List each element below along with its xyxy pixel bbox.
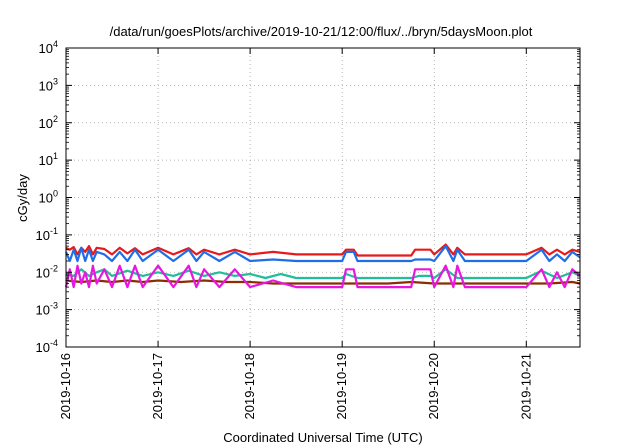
y-tick-label: 100 [39, 189, 58, 206]
y-tick-base: 10 [39, 116, 53, 131]
x-axis: 2019-10-16 2019-10-17 2019-10-18 2019-10-19… [58, 48, 533, 420]
y-tick-exponent: -2 [50, 263, 58, 273]
series-line-2 [64, 245, 581, 263]
y-tick-base: 10 [36, 303, 50, 318]
y-tick-exponent: 1 [53, 151, 58, 161]
y-tick-label: 104 [39, 39, 58, 56]
y-tick-label: 10-3 [36, 301, 58, 318]
y-tick-label: 10-1 [36, 226, 58, 243]
y-tick-exponent: -3 [50, 301, 58, 311]
x-tick-label: 2019-10-20 [426, 353, 441, 420]
chart-title: /data/run/goesPlots/archive/2019-10-21/1… [110, 24, 533, 39]
y-tick-exponent: 2 [53, 114, 58, 124]
y-tick-base: 10 [39, 191, 53, 206]
series-line-3 [65, 268, 581, 280]
series-group [64, 243, 581, 289]
x-tick-label: 2019-10-21 [518, 353, 533, 420]
y-tick-label: 101 [39, 151, 58, 168]
y-tick-label: 103 [39, 76, 58, 93]
y-tick-exponent: 0 [53, 189, 58, 199]
y-axis-label: cGy/day [15, 174, 30, 222]
x-axis-label: Coordinated Universal Time (UTC) [223, 430, 422, 445]
y-tick-base: 10 [39, 41, 53, 56]
y-tick-base: 10 [39, 78, 53, 93]
y-tick-exponent: -1 [50, 226, 58, 236]
y-tick-base: 10 [36, 228, 50, 243]
series-line-1 [65, 243, 581, 257]
y-tick-exponent: 3 [53, 76, 58, 86]
x-tick-label: 2019-10-18 [242, 353, 257, 420]
y-tick-base: 10 [36, 265, 50, 280]
x-tick-label: 2019-10-19 [334, 353, 349, 420]
y-tick-label: 10-4 [36, 338, 58, 355]
y-tick-exponent: -4 [50, 338, 58, 348]
y-tick-base: 10 [36, 340, 50, 355]
x-tick-label: 2019-10-17 [150, 353, 165, 420]
y-tick-label: 10-2 [36, 263, 58, 280]
y-tick-base: 10 [39, 153, 53, 168]
grid [66, 48, 580, 347]
series-line-5 [64, 264, 581, 289]
y-tick-label: 102 [39, 114, 58, 131]
y-tick-exponent: 4 [53, 39, 58, 49]
series-line-4 [65, 279, 581, 285]
x-tick-label: 2019-10-16 [58, 353, 73, 420]
